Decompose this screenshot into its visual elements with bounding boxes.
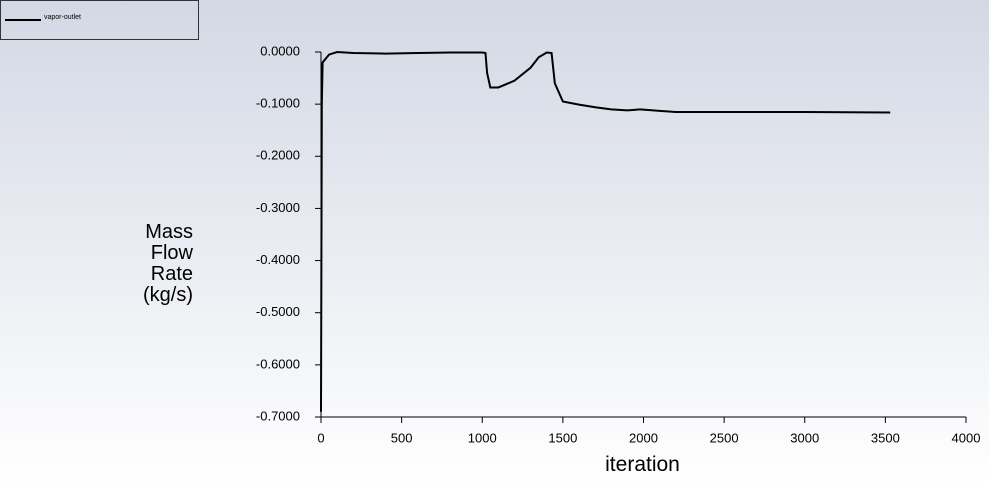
y-tick-label: -0.3000 xyxy=(256,200,300,215)
x-tick-label: 0 xyxy=(317,430,324,445)
x-tick-label: 3000 xyxy=(790,430,819,445)
x-tick-label: 3500 xyxy=(871,430,900,445)
legend-label: vapor-outlet xyxy=(44,14,81,21)
x-tick-label: 2500 xyxy=(710,430,739,445)
x-tick-label: 1000 xyxy=(468,430,497,445)
x-tick-label: 2000 xyxy=(629,430,658,445)
y-tick-label: -0.1000 xyxy=(256,96,300,111)
legend-swatch xyxy=(5,19,41,21)
legend: vapor-outlet xyxy=(0,0,199,40)
x-tick-label: 1500 xyxy=(548,430,577,445)
x-tick-label: 500 xyxy=(391,430,413,445)
x-tick-label: 4000 xyxy=(952,430,981,445)
y-tick-label: -0.6000 xyxy=(256,356,300,371)
series-line xyxy=(320,50,891,412)
y-tick-label: 0.0000 xyxy=(260,43,300,58)
y-tick-label: -0.5000 xyxy=(256,304,300,319)
y-tick-label: -0.4000 xyxy=(256,252,300,267)
y-axis-label: Mass Flow Rate (kg/s) xyxy=(143,221,193,306)
y-tick-label: -0.2000 xyxy=(256,148,300,163)
x-axis-label: iteration xyxy=(605,453,680,476)
y-tick-label: -0.7000 xyxy=(256,408,300,423)
